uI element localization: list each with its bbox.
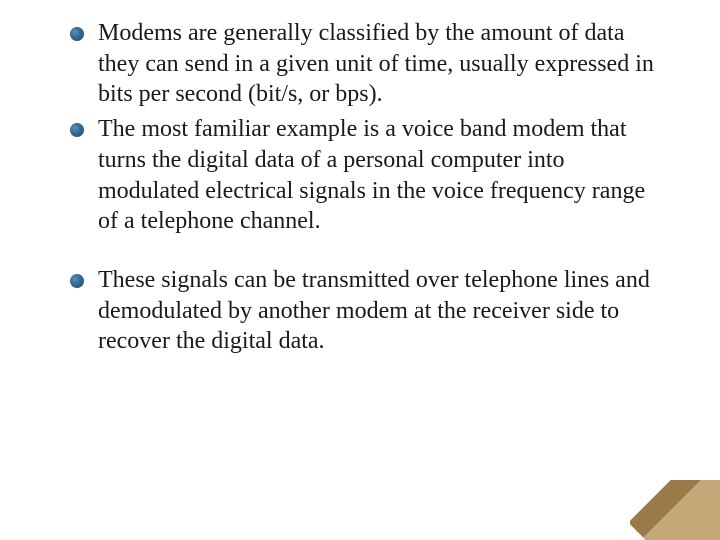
bullet-text: The most familiar example is a voice ban…	[98, 114, 660, 237]
list-item: The most familiar example is a voice ban…	[70, 114, 660, 237]
list-item: These signals can be transmitted over te…	[70, 265, 660, 357]
bullet-icon	[70, 274, 84, 288]
list-item: Modems are generally classified by the a…	[70, 18, 660, 110]
corner-decoration	[630, 480, 720, 540]
bullet-icon	[70, 123, 84, 137]
bullet-text: These signals can be transmitted over te…	[98, 265, 660, 357]
bullet-list: Modems are generally classified by the a…	[70, 18, 660, 357]
bullet-icon	[70, 27, 84, 41]
bullet-text: Modems are generally classified by the a…	[98, 18, 660, 110]
slide-container: Modems are generally classified by the a…	[0, 0, 720, 540]
